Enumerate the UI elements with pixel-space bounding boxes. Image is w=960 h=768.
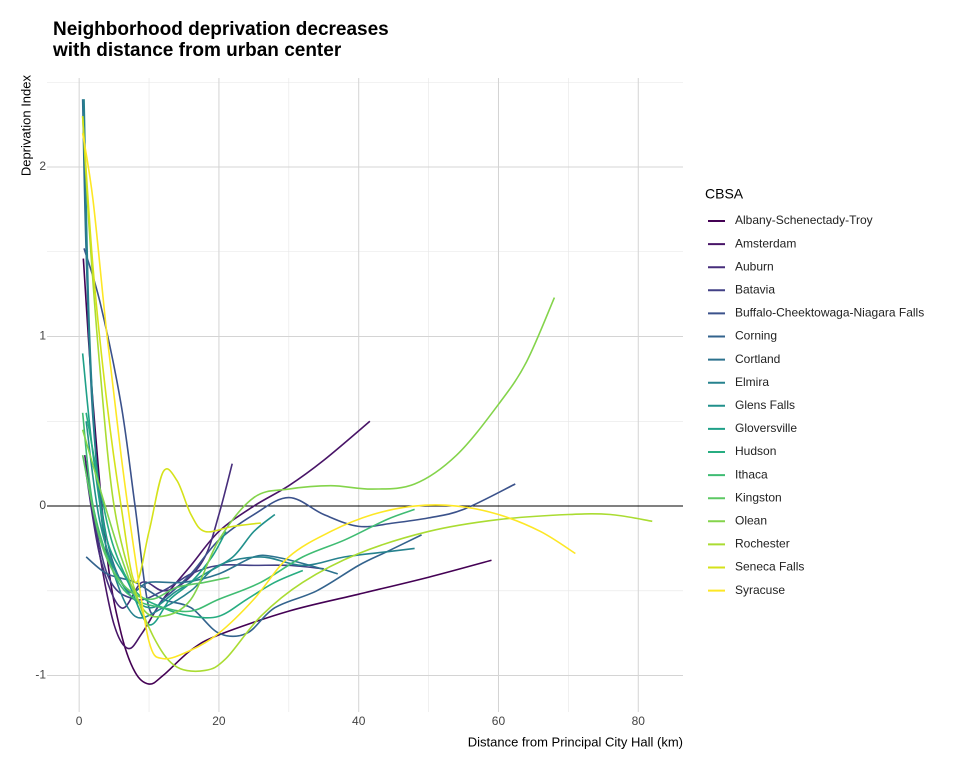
series-line: [81, 132, 576, 660]
legend-label: Elmira: [735, 375, 769, 389]
y-tick-label: 2: [39, 159, 46, 173]
legend-label: Gloversville: [735, 421, 797, 435]
legend-label: Auburn: [735, 259, 774, 273]
legend-label: Corning: [735, 329, 777, 343]
legend-title: CBSA: [705, 186, 744, 202]
chart-title: Neighborhood deprivation decreases: [53, 19, 389, 40]
series-line: [85, 421, 276, 609]
x-tick-label: 80: [632, 714, 646, 728]
series-line: [81, 99, 338, 594]
legend-label: Ithaca: [735, 467, 768, 481]
y-tick-label: 0: [39, 498, 46, 512]
lines: [81, 99, 653, 685]
x-tick-label: 40: [352, 714, 366, 728]
y-tick-label: -1: [35, 668, 46, 682]
legend-label: Albany-Schenectady-Troy: [735, 213, 873, 227]
legend-label: Cortland: [735, 352, 780, 366]
legend: Albany-Schenectady-Troy Amsterdam Auburn Ba…: [708, 213, 924, 597]
grid: [47, 78, 683, 712]
series-line: [81, 116, 653, 673]
legend-label: Hudson: [735, 444, 776, 458]
legend-label: Glens Falls: [735, 398, 795, 412]
legend-label: Kingston: [735, 490, 782, 504]
x-tick-label: 20: [212, 714, 226, 728]
legend-label: Amsterdam: [735, 236, 796, 250]
series-line: [81, 412, 415, 613]
series-line: [83, 99, 415, 619]
x-axis-title: Distance from Principal City Hall (km): [468, 734, 683, 749]
x-tick-label: 0: [76, 714, 83, 728]
legend-label: Rochester: [735, 537, 790, 551]
series-line: [81, 297, 556, 618]
series-line: [83, 420, 371, 650]
legend-label: Buffalo-Cheektowaga-Niagara Falls: [735, 306, 924, 320]
series-line: [85, 471, 324, 601]
y-tick-label: 1: [39, 329, 46, 343]
legend-label: Olean: [735, 513, 767, 527]
series-line: [81, 353, 227, 626]
legend-label: Seneca Falls: [735, 560, 804, 574]
series-line: [81, 455, 230, 601]
legend-label: Batavia: [735, 282, 775, 296]
x-tick-label: 60: [492, 714, 506, 728]
chart-title: with distance from urban center: [52, 40, 342, 61]
y-axis-title: Deprivation Index: [18, 75, 33, 177]
legend-label: Syracuse: [735, 583, 785, 597]
series-line: [81, 116, 261, 584]
